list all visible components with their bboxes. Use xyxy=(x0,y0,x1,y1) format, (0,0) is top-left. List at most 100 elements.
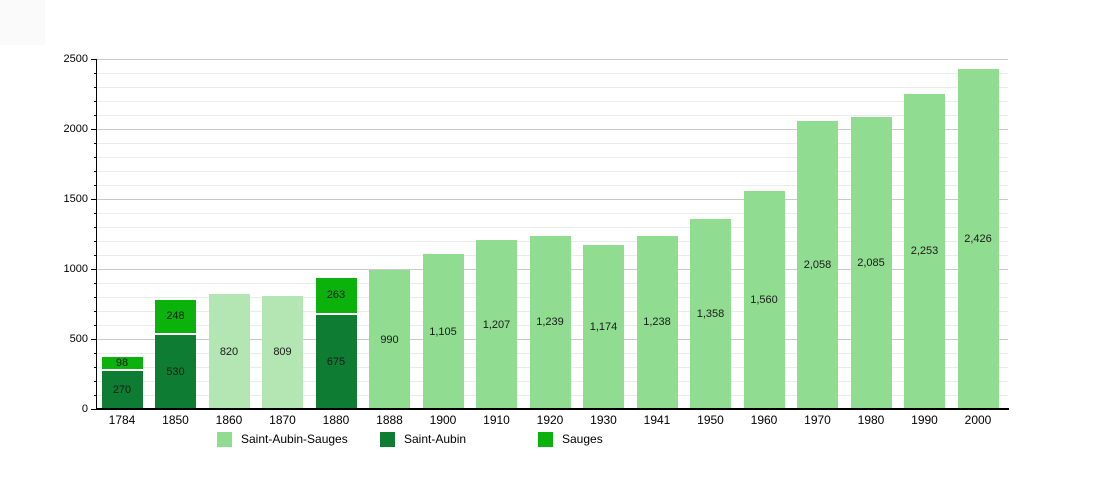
bar-segment-1850-sauges: 248 xyxy=(155,300,196,335)
major-gridline xyxy=(97,59,1008,60)
minor-gridline xyxy=(97,73,1008,74)
bar-segment-1980-saint-aubin-sauges: 2,085 xyxy=(850,117,892,409)
bar-segment-1970-saint-aubin-sauges: 2,058 xyxy=(797,120,838,409)
y-major-tick xyxy=(91,339,97,340)
bar-segment-2000-saint-aubin-sauges: 2,426 xyxy=(957,69,999,409)
bar-segment-1950-saint-aubin-sauges: 1,358 xyxy=(690,218,731,409)
bar-segment-1870-saint-aubin-sauges: 809 xyxy=(262,295,303,409)
y-minor-tick xyxy=(94,157,97,158)
bar-value-label: 990 xyxy=(380,333,399,346)
bar-value-label: 1,238 xyxy=(643,316,671,329)
x-axis-label-1960: 1960 xyxy=(750,413,778,427)
x-axis-label-1888: 1888 xyxy=(376,413,403,427)
legend-label-saint-aubin-sauges: Saint-Aubin-Sauges xyxy=(241,432,348,446)
x-axis-label-1900: 1900 xyxy=(429,413,457,427)
y-major-tick xyxy=(91,59,97,60)
x-axis-label-1980: 1980 xyxy=(857,413,885,427)
bar-value-label: 1,207 xyxy=(482,318,511,331)
bar-value-label: 1,239 xyxy=(536,316,564,329)
bar-segment-1880-saint-aubin: 675 xyxy=(315,314,357,409)
bar-value-label: 2,058 xyxy=(803,258,832,271)
y-minor-tick xyxy=(94,381,97,382)
bar-value-label: 675 xyxy=(326,355,346,368)
x-axis-label-1920: 1920 xyxy=(536,413,564,427)
y-minor-tick xyxy=(94,395,97,396)
minor-gridline xyxy=(97,157,1008,158)
x-axis-label-1930: 1930 xyxy=(590,413,617,427)
bar-value-label: 263 xyxy=(326,289,346,302)
bar-segment-1860-saint-aubin-sauges: 820 xyxy=(208,294,250,409)
bar-segment-1920-saint-aubin-sauges: 1,239 xyxy=(529,235,571,409)
y-minor-tick xyxy=(94,325,97,326)
x-axis-label-1910: 1910 xyxy=(483,413,510,427)
y-minor-tick xyxy=(94,87,97,88)
x-axis-label-1870: 1870 xyxy=(269,413,296,427)
bar-segment-1888-saint-aubin-sauges: 990 xyxy=(369,270,410,409)
x-axis-label-1880: 1880 xyxy=(322,413,350,427)
bar-segment-1880-sauges: 263 xyxy=(315,277,357,315)
minor-gridline xyxy=(97,171,1008,172)
bar-value-label: 1,358 xyxy=(696,307,725,320)
major-gridline xyxy=(97,199,1008,200)
x-axis-label-1850: 1850 xyxy=(162,413,189,427)
y-minor-tick xyxy=(94,73,97,74)
bar-segment-1960-saint-aubin-sauges: 1,560 xyxy=(743,190,785,409)
bar-value-label: 2,253 xyxy=(910,245,939,258)
x-axis-label-2000: 2000 xyxy=(964,413,992,427)
y-minor-tick xyxy=(94,283,97,284)
y-minor-tick xyxy=(94,185,97,186)
major-gridline xyxy=(97,129,1008,130)
y-minor-tick xyxy=(94,171,97,172)
minor-gridline xyxy=(97,227,1008,228)
minor-gridline xyxy=(97,185,1008,186)
minor-gridline xyxy=(97,87,1008,88)
y-minor-tick xyxy=(94,143,97,144)
bar-value-label: 1,105 xyxy=(429,325,457,338)
bar-value-label: 1,560 xyxy=(750,293,778,306)
x-axis-label-1970: 1970 xyxy=(804,413,831,427)
x-axis-label-1990: 1990 xyxy=(911,413,938,427)
x-axis-label-1784: 1784 xyxy=(108,413,136,427)
y-axis-label: 2500 xyxy=(63,53,88,65)
y-minor-tick xyxy=(94,297,97,298)
y-major-tick xyxy=(91,409,97,410)
y-axis-label: 1000 xyxy=(63,263,88,275)
y-axis-label: 2000 xyxy=(63,123,88,135)
y-minor-tick xyxy=(94,115,97,116)
y-axis-label: 500 xyxy=(69,333,88,345)
bar-segment-1784-saint-aubin: 270 xyxy=(101,371,143,409)
y-major-tick xyxy=(91,199,97,200)
bar-segment-1990-saint-aubin-sauges: 2,253 xyxy=(904,93,945,409)
bar-value-label: 1,174 xyxy=(589,320,618,333)
legend-swatch-saint-aubin-sauges xyxy=(217,431,232,447)
y-minor-tick xyxy=(94,213,97,214)
y-axis-line xyxy=(96,59,97,409)
y-minor-tick xyxy=(94,101,97,102)
legend-label-saint-aubin: Saint-Aubin xyxy=(404,432,467,446)
y-minor-tick xyxy=(94,311,97,312)
bar-value-label: 2,085 xyxy=(857,257,885,270)
minor-gridline xyxy=(97,115,1008,116)
bar-value-label: 530 xyxy=(166,365,185,378)
minor-gridline xyxy=(97,143,1008,144)
plot-area: 270 98 530 248 820 809 675 263 990 1,105 1,207 1,23… xyxy=(97,59,1008,409)
bar-value-label: 248 xyxy=(166,310,185,323)
y-major-tick xyxy=(91,269,97,270)
minor-gridline xyxy=(97,213,1008,214)
bar-segment-1850-saint-aubin: 530 xyxy=(155,334,196,409)
y-major-tick xyxy=(91,129,97,130)
y-minor-tick xyxy=(94,353,97,354)
bar-segment-1930-saint-aubin-sauges: 1,174 xyxy=(583,244,624,409)
bar-segment-1784-sauges: 98 xyxy=(101,357,143,372)
y-minor-tick xyxy=(94,241,97,242)
corner-artifact xyxy=(0,0,45,45)
bar-segment-1900-saint-aubin-sauges: 1,105 xyxy=(422,254,464,409)
x-axis-label-1860: 1860 xyxy=(215,413,243,427)
bar-value-label: 98 xyxy=(115,357,129,370)
y-axis-label: 1500 xyxy=(63,193,88,205)
legend-item-sauges: Sauges xyxy=(538,431,603,447)
bar-value-label: 820 xyxy=(219,345,239,358)
bar-value-label: 809 xyxy=(273,346,292,359)
bar-value-label: 2,426 xyxy=(964,233,992,246)
